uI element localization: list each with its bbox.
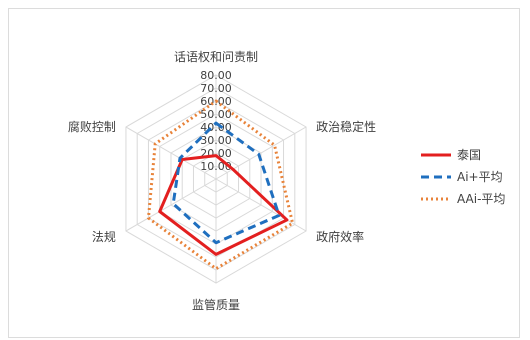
radar-chart: 10.0020.0030.0040.0050.0060.0070.0080.00… — [68, 50, 506, 312]
category-label: 话语权和问责制 — [174, 50, 258, 64]
legend: 泰国 Ai+平均 AAi-平均 — [421, 148, 505, 206]
series-line — [146, 99, 295, 271]
grid-spoke — [125, 126, 217, 180]
series-line — [158, 154, 289, 256]
category-label: 政治稳定性 — [316, 119, 376, 134]
series-line — [171, 121, 281, 245]
grid-spoke — [125, 178, 217, 232]
tick-label: 50.00 — [200, 108, 232, 121]
category-label: 腐败控制 — [68, 119, 116, 134]
category-label: 政府效率 — [316, 229, 364, 244]
legend-label: AAi-平均 — [457, 192, 505, 206]
grid-spoke — [215, 178, 307, 232]
tick-label: 70.00 — [200, 82, 232, 95]
category-label: 监管质量 — [192, 297, 240, 312]
series-layer — [146, 99, 295, 271]
tick-label: 10.00 — [200, 160, 232, 173]
tick-label: 80.00 — [200, 69, 232, 82]
grid-spoke — [215, 126, 307, 180]
tick-label: 30.00 — [200, 134, 232, 147]
legend-label: 泰国 — [457, 148, 481, 162]
chart-area: 10.00 20.00 30.00 40.00 50.00 60.00 70.00 80.00… — [8, 8, 520, 338]
legend-label: Ai+平均 — [457, 170, 503, 184]
category-label: 法规 — [92, 229, 116, 244]
